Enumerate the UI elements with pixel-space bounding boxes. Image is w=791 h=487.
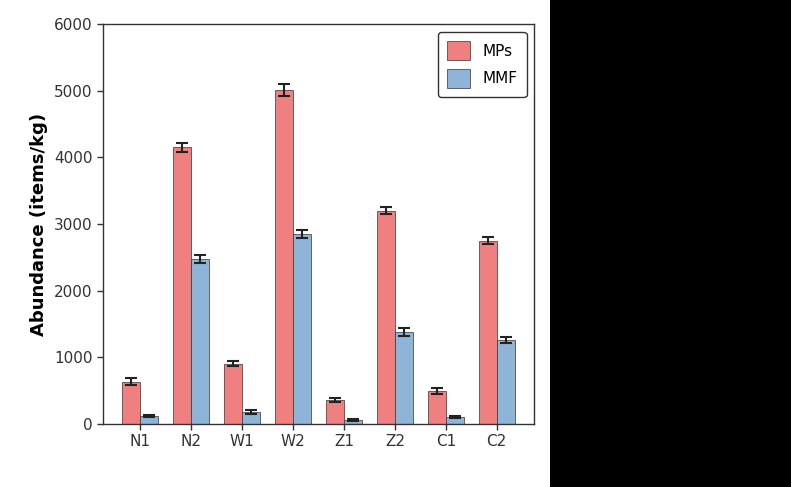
Bar [275,90,293,424]
Bar [377,211,395,424]
Bar [395,332,413,424]
Bar [173,148,191,424]
Bar [428,391,446,424]
Bar [191,259,209,424]
Bar [479,241,497,424]
Bar [344,420,361,424]
Bar [293,234,311,424]
Bar [446,417,464,424]
Bar [123,382,140,424]
Bar [326,400,344,424]
Y-axis label: Abundance (items/kg): Abundance (items/kg) [30,112,48,336]
Bar [225,364,242,424]
Legend: MPs, MMF: MPs, MMF [438,32,527,97]
Bar [242,412,260,424]
Bar [140,416,158,424]
Bar [497,340,515,424]
